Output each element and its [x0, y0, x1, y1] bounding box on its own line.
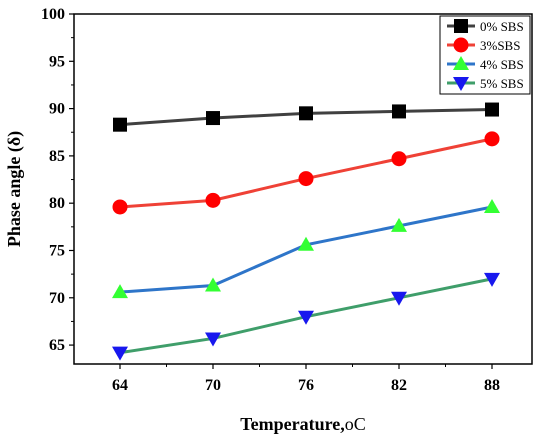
legend-label: 5% SBS: [480, 76, 524, 91]
legend-label: 4% SBS: [480, 57, 524, 72]
data-point: [298, 171, 314, 187]
data-point: [484, 198, 500, 213]
x-tick-label: 82: [391, 377, 407, 394]
y-axis-ticks: 65 70 75 80 85 90 95 100: [41, 6, 74, 354]
series-layer: [112, 102, 500, 361]
data-point: [484, 272, 500, 287]
x-axis-ticks: 64 70 76 82 88: [112, 364, 500, 394]
y-tick-label: 65: [49, 337, 65, 354]
data-point: [112, 284, 128, 299]
legend-label: 0% SBS: [480, 19, 524, 34]
y-tick-label: 90: [49, 101, 65, 118]
y-tick-label: 75: [49, 242, 65, 259]
legend-label: 3%SBS: [480, 38, 520, 53]
series-2: [112, 198, 500, 299]
x-axis-title-main: Temperature,: [240, 414, 344, 434]
data-point: [391, 291, 407, 306]
x-tick-label: 64: [112, 377, 128, 394]
data-point: [298, 310, 314, 325]
data-point: [485, 102, 499, 117]
legend-marker: [453, 37, 469, 53]
data-point: [205, 277, 221, 292]
x-tick-label: 88: [484, 377, 500, 394]
data-point: [391, 151, 407, 167]
x-tick-label: 76: [298, 377, 314, 394]
data-point: [299, 106, 313, 121]
y-tick-label: 95: [49, 53, 65, 70]
data-point: [391, 217, 407, 232]
x-axis-title-unit: oC: [345, 414, 366, 434]
y-tick-label: 70: [49, 290, 65, 307]
data-point: [206, 111, 220, 126]
data-point: [484, 131, 500, 147]
x-axis-title: Temperature,oC: [240, 414, 366, 434]
y-axis-title: Phase angle (δ): [4, 131, 25, 247]
y-tick-label: 85: [49, 148, 65, 165]
data-point: [205, 332, 221, 347]
series-0: [113, 102, 499, 132]
series-1: [112, 131, 500, 215]
legend: 0% SBS 3%SBS 4% SBS 5% SBS: [439, 15, 531, 95]
data-point: [112, 346, 128, 361]
data-point: [205, 192, 221, 208]
legend-marker: [453, 56, 469, 70]
y-tick-label: 100: [41, 6, 65, 23]
data-point: [112, 199, 128, 215]
plot-frame: [73, 13, 533, 365]
legend-marker: [454, 19, 468, 33]
data-point: [392, 104, 406, 119]
x-tick-label: 70: [205, 377, 221, 394]
legend-marker: [453, 77, 469, 91]
data-point: [113, 117, 127, 132]
data-point: [298, 236, 314, 251]
y-tick-label: 80: [49, 195, 65, 212]
series-3: [112, 272, 500, 361]
